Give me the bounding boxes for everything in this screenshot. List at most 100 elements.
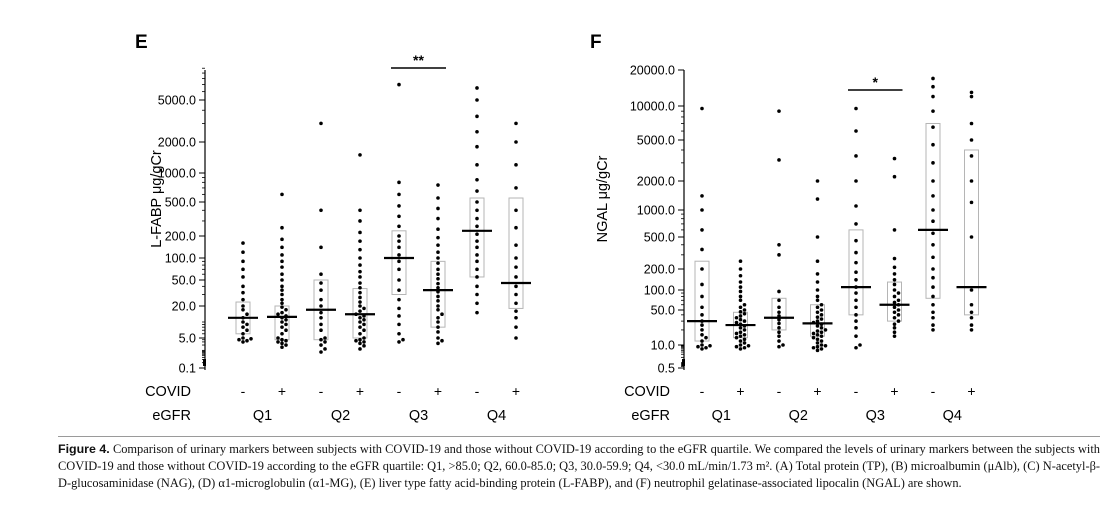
data-point [969, 154, 974, 158]
data-point [514, 336, 518, 340]
data-point [436, 267, 440, 272]
data-point [896, 313, 901, 317]
data-point [892, 322, 897, 327]
data-point [362, 344, 366, 348]
data-point [777, 242, 781, 247]
data-point [819, 347, 824, 351]
data-point [475, 267, 479, 272]
data-point [319, 315, 323, 320]
data-point [969, 90, 974, 95]
data-point [475, 224, 479, 229]
data-point [362, 340, 366, 344]
data-point [742, 319, 747, 323]
covid-category-label: - [397, 383, 402, 399]
data-point [815, 235, 820, 239]
data-point [436, 183, 440, 187]
data-point [738, 267, 743, 271]
data-point [245, 328, 249, 333]
data-point [854, 106, 858, 111]
data-point [969, 138, 974, 142]
data-point [738, 285, 743, 289]
data-point [858, 343, 862, 347]
data-point [969, 288, 974, 292]
data-point [700, 339, 704, 343]
data-point [777, 253, 781, 257]
panel-letter: E [135, 32, 148, 53]
y-tick-label: 2000.0 [158, 136, 196, 150]
data-point [696, 344, 700, 349]
data-point [475, 245, 479, 250]
egfr-group-label: Q2 [331, 408, 350, 424]
data-point [276, 336, 280, 340]
data-point [931, 208, 935, 212]
y-axis-label: L-FABP μg/gCr [149, 150, 165, 248]
data-point [280, 192, 284, 197]
data-point [284, 317, 288, 322]
data-point [815, 348, 820, 353]
data-point [397, 267, 401, 272]
data-point [854, 313, 858, 317]
data-point [704, 345, 708, 350]
data-point [781, 343, 785, 347]
data-point [931, 231, 935, 236]
data-point [777, 344, 781, 349]
data-point [811, 335, 816, 340]
covid-category-label: - [777, 383, 782, 399]
data-point [245, 322, 249, 327]
data-point [241, 331, 245, 336]
data-point [514, 315, 518, 320]
data-point [969, 94, 974, 99]
data-point [440, 338, 444, 343]
data-point [738, 317, 743, 322]
data-point [280, 325, 284, 329]
data-point [777, 334, 781, 338]
y-tick-label: 500.0 [644, 231, 675, 245]
data-point [815, 310, 820, 315]
data-point [237, 337, 241, 342]
data-point [811, 345, 816, 350]
data-point [436, 235, 440, 240]
data-point [854, 129, 858, 133]
data-point [931, 125, 935, 129]
y-tick-label: 100.0 [644, 284, 675, 298]
data-point [475, 208, 479, 213]
data-point [241, 250, 245, 255]
data-point [892, 315, 897, 320]
y-tick-label: 50.0 [172, 274, 196, 288]
covid-category-label: + [890, 383, 898, 399]
data-point [358, 153, 362, 157]
iqr-box [771, 297, 787, 331]
data-point [969, 310, 974, 315]
data-point [362, 306, 366, 311]
data-point [734, 335, 739, 340]
data-point [319, 310, 323, 315]
data-point [931, 255, 935, 260]
data-point [700, 313, 704, 317]
covid-category-label: - [241, 383, 246, 399]
data-point [815, 344, 820, 349]
egfr-group-label: Q3 [409, 408, 428, 424]
data-point [241, 297, 245, 302]
data-point [969, 121, 974, 126]
data-point [276, 340, 280, 344]
data-point [475, 259, 479, 264]
data-point [280, 259, 284, 264]
data-point [358, 269, 362, 274]
data-point [892, 288, 897, 292]
data-point [362, 328, 366, 333]
data-point [319, 343, 323, 347]
data-point [931, 315, 935, 320]
data-point [777, 298, 781, 303]
data-point [475, 200, 479, 204]
data-point [777, 109, 781, 113]
data-point [358, 275, 362, 279]
data-point [931, 94, 935, 99]
data-point [397, 288, 401, 292]
data-point [815, 280, 820, 284]
data-point [892, 300, 897, 305]
egfr-group-label: Q4 [487, 408, 506, 424]
data-point [436, 227, 440, 232]
data-point [892, 282, 897, 287]
data-point [700, 106, 704, 111]
data-point [931, 142, 935, 147]
